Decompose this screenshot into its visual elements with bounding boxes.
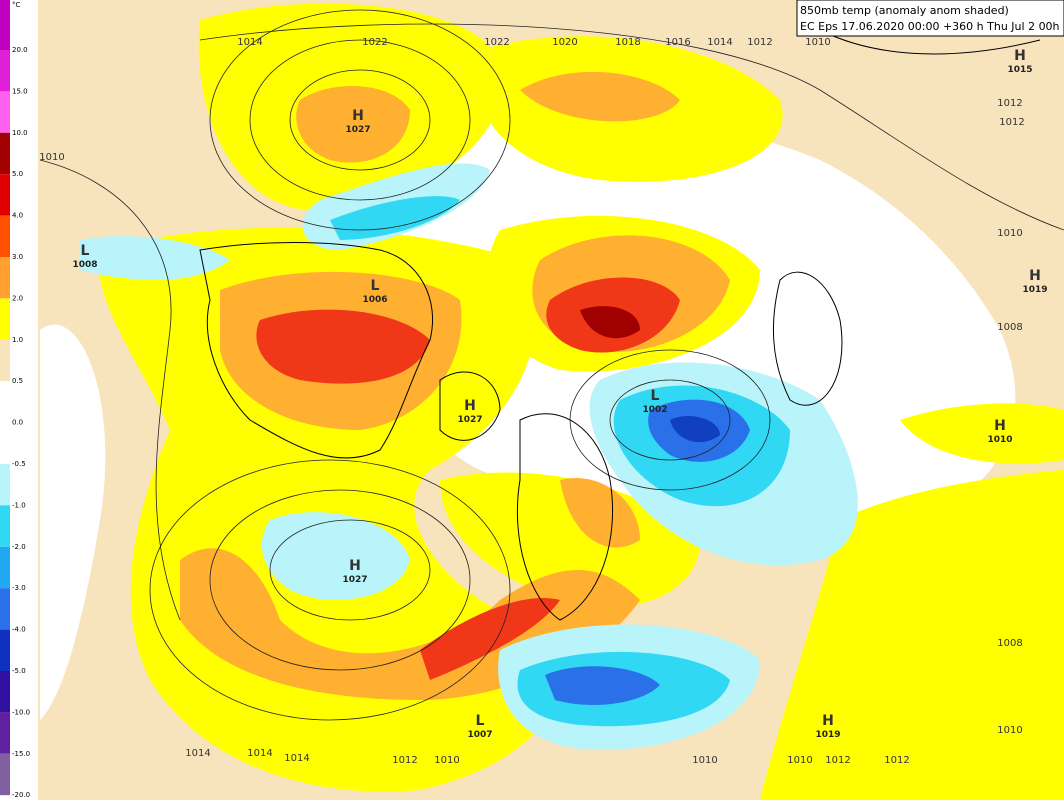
header-title: 850mb temp (anomaly anom shaded) [800,4,1009,17]
pressure-labels: H1027L1008L1006H1027L1002H1027L1007H1019… [39,37,1047,766]
center-symbol: L [476,713,485,729]
scale-swatch [0,91,10,133]
scale-label: 10.0 [12,129,28,137]
anomaly-shading [38,0,1064,800]
scale-label: -10.0 [12,708,30,716]
scale-swatch [0,671,10,713]
scale-label: 20.0 [12,46,28,54]
center-value: 1006 [362,295,387,305]
center-symbol: H [1014,48,1026,64]
isobar-label: 1010 [997,228,1022,239]
isobar-label: 1014 [247,748,272,759]
scale-label: -3.0 [12,584,26,592]
center-value: 1008 [72,260,97,270]
center-value: 1027 [342,575,367,585]
isobar-label: 1010 [805,37,830,48]
isobar-label: 1010 [997,725,1022,736]
isobar-label: 1022 [484,37,509,48]
isobar-label: 1010 [39,152,64,163]
isobar-label: 1018 [615,37,640,48]
isobar-label: 1008 [997,322,1022,333]
scale-label: 0.0 [12,419,23,427]
center-symbol: H [352,108,364,124]
color-scale: °C 20.0 15.0 10.0 5.0 4.0 3.0 2.0 1.0 0.5 0.0 -0.5 -… [0,0,38,800]
scale-unit: °C [12,1,21,9]
header-box [796,0,1064,37]
scale-swatch [0,50,10,92]
center-symbol: H [822,713,834,729]
scale-swatch [0,546,10,589]
center-value: 1015 [1007,65,1032,75]
scale-swatch [0,422,10,464]
scale-swatch [0,464,10,506]
center-symbol: H [349,558,361,574]
scale-swatch [0,298,10,340]
center-symbol: L [651,388,660,404]
center-symbol: H [464,398,476,414]
isobar-label: 1010 [787,755,812,766]
scale-label: 3.0 [12,253,23,261]
scale-label: -1.0 [12,501,26,509]
center-symbol: L [371,278,380,294]
isobar-label: 1014 [237,37,262,48]
scale-label: 4.0 [12,212,23,220]
isobar-label: 1020 [552,37,577,48]
scale-label: 1.0 [12,336,23,344]
scale-swatch [0,588,10,630]
isobar-label: 1010 [434,755,459,766]
scale-swatch [0,339,10,382]
center-value: 1010 [987,435,1012,445]
scale-label: -20.0 [12,791,30,799]
coastlines [199,29,1041,621]
isobar-label: 1014 [185,748,210,759]
isobar-label: 1010 [692,755,717,766]
isobar-label: 1014 [284,753,309,764]
scale-label: -5.0 [12,667,26,675]
isobar-label: 1016 [665,37,690,48]
scale-label: -2.0 [12,543,26,551]
scale-swatch [0,174,10,216]
isobar-label: 1014 [707,37,732,48]
scale-label: -0.5 [12,460,26,468]
center-value: 1007 [467,730,492,740]
scale-swatch [0,712,10,754]
center-value: 1027 [345,125,370,135]
scale-swatch [0,381,10,423]
center-value: 1019 [815,730,840,740]
isobar-label: 1012 [392,755,417,766]
scale-swatch [0,257,10,299]
header-subtitle: EC Eps 17.06.2020 00:00 +360 h Thu Jul 2… [800,20,1060,33]
center-symbol: H [994,418,1006,434]
scale-swatch [0,0,10,50]
isobar-label: 1012 [999,117,1024,128]
scale-swatch [0,215,10,257]
scale-label: 2.0 [12,294,23,302]
scale-label: 0.5 [12,377,23,385]
scale-label: -15.0 [12,750,30,758]
isobar-label: 1022 [362,37,387,48]
center-value: 1027 [457,415,482,425]
isobar-label: 1008 [997,638,1022,649]
isobar-label: 1012 [825,755,850,766]
scale-label: -4.0 [12,626,26,634]
center-symbol: L [81,243,90,259]
scale-swatch [0,132,10,175]
isobar-label: 1012 [997,98,1022,109]
scale-swatch [0,505,10,547]
isobar-label: 1012 [747,37,772,48]
center-value: 1019 [1022,285,1047,295]
scale-label: 5.0 [12,170,23,178]
center-value: 1002 [642,405,667,415]
scale-label: 15.0 [12,87,28,95]
scale-swatch [0,753,10,796]
scale-swatch [0,629,10,671]
center-symbol: H [1029,268,1041,284]
isobar-label: 1012 [884,755,909,766]
